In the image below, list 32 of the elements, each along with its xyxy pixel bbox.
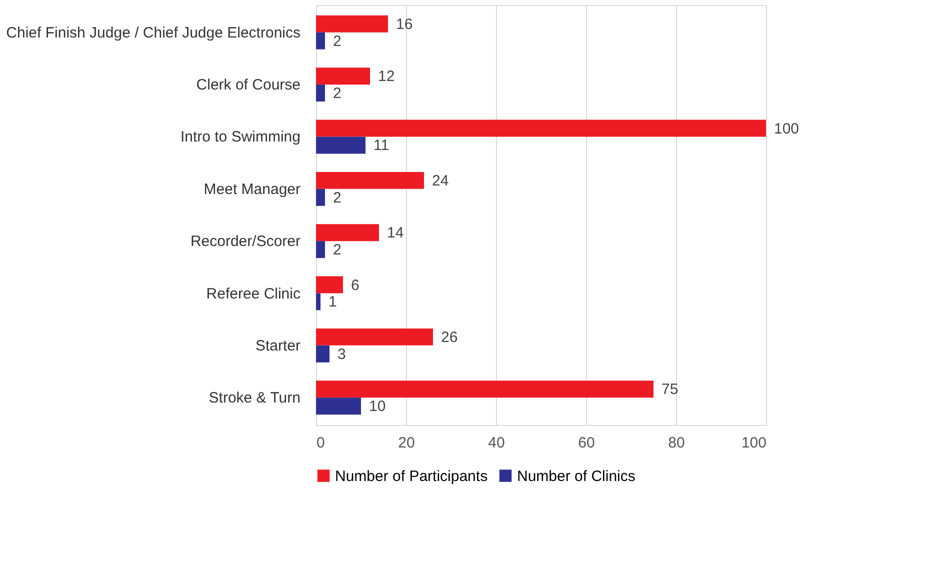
data-label: 12 (378, 68, 395, 86)
x-tick-label: 100 (741, 434, 766, 452)
x-tick-label: 40 (488, 434, 505, 452)
legend-label: Number of Clinics (517, 468, 636, 485)
data-label: 2 (333, 85, 342, 102)
y-tick-label: Recorder/Scorer (190, 233, 300, 250)
y-tick-label: Referee Clinic (206, 285, 301, 302)
y-tick-label: Stroke & Turn (208, 390, 300, 407)
data-label: 16 (396, 16, 413, 33)
data-label: 2 (333, 189, 342, 206)
data-label: 2 (333, 32, 342, 50)
data-label: 24 (432, 172, 449, 190)
data-label: 14 (387, 224, 404, 242)
data-label: 10 (369, 398, 386, 416)
data-label: 75 (662, 381, 678, 398)
data-label: 100 (774, 120, 800, 138)
data-label: 26 (441, 328, 458, 346)
y-tick-label: Intro to Swimming (180, 128, 300, 146)
legend-label: Number of Participants (335, 468, 488, 485)
x-tick-label: 0 (316, 434, 325, 452)
y-tick-label: Clerk of Course (196, 76, 300, 94)
data-label: 1 (328, 294, 337, 311)
x-tick-label: 20 (398, 434, 415, 452)
y-tick-label: Starter (255, 337, 301, 354)
y-tick-label: Meet Manager (204, 180, 300, 198)
x-tick-label: 60 (578, 434, 595, 452)
data-label: 6 (351, 276, 360, 294)
x-tick-label: 80 (668, 434, 685, 452)
y-tick-label: Chief Finish Judge / Chief Judge Electronics (6, 24, 300, 42)
data-label: 2 (333, 242, 342, 259)
data-label: 3 (338, 346, 346, 363)
data-label: 11 (374, 137, 390, 154)
